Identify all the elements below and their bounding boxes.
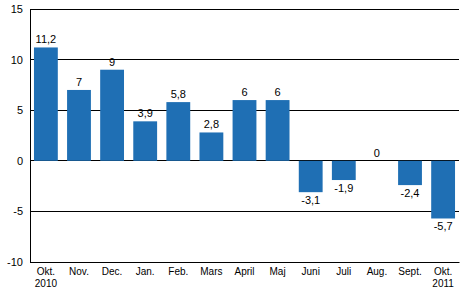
x-tick-label: Aug. xyxy=(367,266,388,277)
bar xyxy=(133,121,157,160)
x-tick-label-line: Juni xyxy=(302,266,320,277)
y-tick-label: 0 xyxy=(17,155,23,167)
x-tick: Okt.2010 xyxy=(35,262,58,289)
bar xyxy=(67,90,91,161)
x-tick: Juli xyxy=(336,262,351,277)
x-tick: Dec. xyxy=(102,262,123,277)
x-tick: Juni xyxy=(302,262,320,277)
x-tick-label-line: Jan. xyxy=(136,266,155,277)
x-tick-label: Jan. xyxy=(136,266,155,277)
bar xyxy=(365,160,389,161)
x-tick-label: Mars xyxy=(200,266,222,277)
x-tick: Jan. xyxy=(136,262,155,277)
data-label: 6 xyxy=(275,86,281,98)
y-tick-label: 10 xyxy=(11,54,23,66)
x-tick-label-line: April xyxy=(234,266,254,277)
x-tick-label: Maj xyxy=(270,266,286,277)
y-axis-line xyxy=(30,10,31,263)
x-tick-label-line: Sept. xyxy=(398,266,421,277)
y-tick: 0 xyxy=(17,155,30,167)
x-tick-label-line: Okt. xyxy=(37,266,55,277)
x-axis: Okt.2010Nov.Dec.Jan.Feb.MarsAprilMajJuni… xyxy=(31,262,460,289)
bar xyxy=(332,161,356,180)
data-label: -3,1 xyxy=(301,194,320,206)
y-tick-label: -5 xyxy=(13,205,23,217)
x-tick: April xyxy=(234,262,254,277)
x-tick: Aug. xyxy=(367,262,388,277)
x-tick-label-line: 2011 xyxy=(432,278,454,289)
bar xyxy=(166,102,190,161)
data-label: 6 xyxy=(241,86,247,98)
y-tick-label: -10 xyxy=(7,256,23,268)
data-label: 3,9 xyxy=(138,107,153,119)
x-tick-label: Feb. xyxy=(168,266,188,277)
bar xyxy=(398,161,422,185)
grid xyxy=(30,9,459,262)
y-tick: 15 xyxy=(11,3,30,15)
grid-line xyxy=(30,211,459,212)
bar xyxy=(233,100,257,161)
bar xyxy=(34,47,58,160)
y-tick: -5 xyxy=(13,205,30,217)
x-tick-label-line: Nov. xyxy=(69,266,89,277)
data-label: 7 xyxy=(76,76,82,88)
plot-area: -10-5051015Okt.2010Nov.Dec.Jan.Feb.MarsA… xyxy=(7,3,459,289)
data-label: -5,7 xyxy=(434,220,453,232)
y-tick-label: 5 xyxy=(17,104,23,116)
x-tick-label: Juni xyxy=(302,266,320,277)
bar xyxy=(266,100,290,161)
y-axis: -10 -5 0 5 10 15 xyxy=(7,3,30,268)
grid-line xyxy=(30,9,459,10)
data-label: -2,4 xyxy=(401,187,420,199)
x-tick: Nov. xyxy=(69,262,89,277)
bars xyxy=(34,47,455,218)
bar xyxy=(100,70,124,161)
x-tick-label: Okt.2011 xyxy=(432,266,454,289)
x-tick-label: Nov. xyxy=(69,266,89,277)
bar xyxy=(431,161,455,219)
data-label: -1,9 xyxy=(334,182,353,194)
x-tick-label-line: Maj xyxy=(270,266,286,277)
chart: -10-5051015Okt.2010Nov.Dec.Jan.Feb.MarsA… xyxy=(0,0,465,295)
x-tick-label-line: Mars xyxy=(200,266,222,277)
data-label: 11,2 xyxy=(36,33,57,45)
data-label: 9 xyxy=(109,56,115,68)
data-labels: 11,2 7 9 3,9 5,8 2,8 6 6 -3,1 -1,9 0 -2,4 -5,7 xyxy=(36,33,453,232)
x-tick-label: Juli xyxy=(336,266,351,277)
y-tick: -10 xyxy=(7,256,30,268)
x-axis-line xyxy=(31,262,460,263)
x-tick: Sept. xyxy=(398,262,421,277)
y-tick: 10 xyxy=(11,54,30,66)
data-label: 2,8 xyxy=(204,118,219,130)
x-tick-label-line: Juli xyxy=(336,266,351,277)
x-tick: Maj xyxy=(270,262,286,277)
data-label: 5,8 xyxy=(171,88,186,100)
data-label: 0 xyxy=(374,147,380,159)
x-tick-label-line: 2010 xyxy=(35,278,58,289)
x-tick-label-line: Feb. xyxy=(168,266,188,277)
y-tick-label: 15 xyxy=(11,3,23,15)
x-tick-label-line: Dec. xyxy=(102,266,123,277)
x-tick-label: April xyxy=(234,266,254,277)
grid-line xyxy=(30,59,459,60)
x-tick-label: Okt.2010 xyxy=(35,266,58,289)
y-tick: 5 xyxy=(17,104,30,116)
x-tick: Feb. xyxy=(168,262,188,277)
bar xyxy=(199,132,223,160)
x-tick-label-line: Okt. xyxy=(434,266,452,277)
bar xyxy=(299,161,323,192)
x-tick-label: Dec. xyxy=(102,266,123,277)
x-tick-label: Sept. xyxy=(398,266,421,277)
x-tick: Okt.2011 xyxy=(432,262,454,289)
grid-line xyxy=(30,262,459,263)
x-tick: Mars xyxy=(200,262,222,277)
x-tick-label-line: Aug. xyxy=(367,266,388,277)
